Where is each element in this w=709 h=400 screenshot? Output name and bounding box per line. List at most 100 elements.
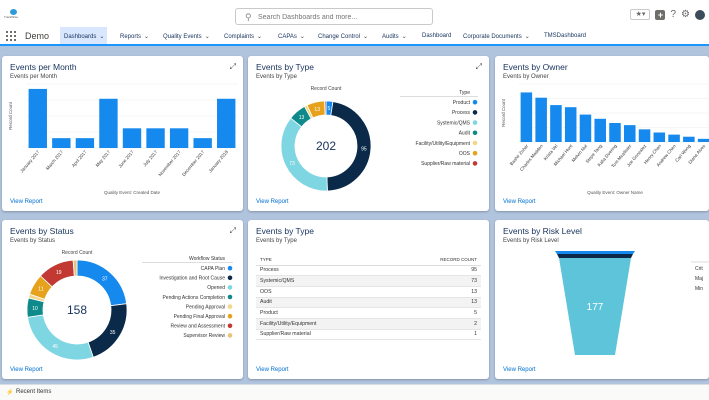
global-search[interactable]: ⚲	[235, 8, 433, 25]
expand-icon[interactable]: ⤢	[229, 62, 236, 71]
search-input[interactable]	[258, 11, 428, 23]
chevron-down-icon[interactable]: ⌄	[144, 34, 150, 40]
bar-6[interactable]	[609, 123, 621, 142]
bar-3[interactable]	[99, 98, 118, 148]
column-header-record-count[interactable]: RECORD COUNT	[390, 254, 481, 266]
bar-2[interactable]	[75, 138, 95, 148]
table-row[interactable]: Supplier/Raw material 1	[256, 329, 481, 341]
legend-label: OOS	[459, 151, 471, 157]
donut-slice-2[interactable]	[27, 314, 94, 361]
chevron-down-icon[interactable]: ⌄	[363, 34, 369, 40]
chevron-down-icon[interactable]: ⌄	[524, 34, 530, 40]
legend-swatch[interactable]	[227, 294, 233, 300]
bar-10[interactable]	[668, 134, 680, 142]
column-header-type[interactable]: TYPE	[256, 254, 391, 266]
legend-swatch[interactable]	[472, 150, 478, 156]
legend-swatch[interactable]	[472, 140, 478, 146]
expand-icon[interactable]: ⤢	[475, 62, 482, 71]
card-title: Events by Owner	[503, 62, 568, 72]
table-row[interactable]: Audit 13	[256, 297, 481, 309]
legend-swatch[interactable]	[472, 120, 478, 125]
legend-swatch[interactable]	[227, 304, 233, 309]
view-report-link[interactable]: View Report	[10, 367, 43, 373]
bar-2[interactable]	[550, 105, 562, 142]
tab-tmsdashboard[interactable]: TMSDashboard	[544, 27, 586, 46]
legend-swatch[interactable]	[472, 99, 478, 105]
bar-7[interactable]	[193, 138, 212, 148]
bar-8[interactable]	[217, 98, 236, 148]
tab-audits[interactable]: Audits ⌄	[382, 27, 407, 46]
app-logo[interactable]: TrackWise	[4, 9, 26, 19]
funnel-band-critical[interactable]	[557, 254, 633, 258]
legend-swatch[interactable]	[472, 110, 478, 115]
view-report-link[interactable]: View Report	[10, 199, 43, 205]
donut-slice-0[interactable]	[76, 259, 128, 307]
funnel-band-top[interactable]	[555, 251, 635, 254]
table-row[interactable]: Facility/Utility/Equipment 2	[256, 318, 481, 330]
bar-1[interactable]	[535, 97, 547, 142]
bar-4[interactable]	[579, 114, 592, 142]
x-tick-label: April 2017	[71, 149, 88, 168]
tab-label: CAPAs	[278, 34, 297, 40]
app-launcher-icon[interactable]	[6, 31, 16, 41]
donut-slice-7[interactable]	[72, 259, 78, 277]
legend-swatch[interactable]	[227, 275, 233, 281]
tab-dashboards[interactable]: Dashboards ⌄	[60, 27, 108, 46]
bar-9[interactable]	[653, 132, 666, 142]
legend-swatch[interactable]	[227, 285, 233, 290]
legend-swatch[interactable]	[472, 130, 478, 136]
avatar[interactable]	[695, 9, 705, 20]
bar-5[interactable]	[146, 128, 165, 148]
donut-slice-2[interactable]	[280, 117, 328, 192]
bar-4[interactable]	[122, 128, 142, 148]
table-row[interactable]: Systemic/QMS 73	[256, 275, 481, 287]
donut-slice-1[interactable]	[87, 303, 128, 358]
bar-12[interactable]	[697, 138, 709, 142]
legend-title: Workflow Status	[189, 256, 226, 262]
funnel-value: 177	[587, 302, 604, 313]
plus-icon[interactable]: +	[655, 9, 666, 20]
bar-0[interactable]	[520, 92, 533, 142]
view-report-link[interactable]: View Report	[256, 199, 289, 205]
chevron-down-icon[interactable]: ⌄	[257, 34, 263, 40]
question-icon[interactable]: ?	[670, 9, 677, 20]
recent-items-button[interactable]: Recent Items	[16, 389, 52, 395]
bar-7[interactable]	[624, 125, 636, 142]
table-row[interactable]: Process 95	[256, 265, 481, 277]
tab-reports[interactable]: Reports ⌄	[120, 27, 149, 46]
chevron-down-icon[interactable]: ⌄	[204, 34, 210, 40]
table-header-row: TYPE RECORD COUNT	[256, 254, 481, 266]
legend-swatch[interactable]	[227, 313, 233, 319]
expand-icon[interactable]: ⤢	[229, 226, 236, 235]
donut-slice-6[interactable]	[324, 100, 327, 116]
table-row[interactable]: Product 5	[256, 307, 481, 319]
star-icon[interactable]: ★▾	[630, 9, 651, 20]
legend-swatch[interactable]	[227, 323, 233, 329]
bar-3[interactable]	[564, 107, 577, 142]
gear-icon[interactable]: ⚙	[681, 9, 690, 20]
chevron-down-icon[interactable]: ⌄	[99, 34, 105, 40]
bar-8[interactable]	[638, 129, 651, 142]
bar-0[interactable]	[28, 88, 47, 148]
bar-5[interactable]	[594, 118, 606, 142]
chevron-down-icon[interactable]: ⌄	[401, 34, 407, 40]
legend-swatch[interactable]	[472, 161, 478, 166]
cell-type: Product	[256, 307, 391, 319]
legend-swatch[interactable]	[227, 265, 233, 271]
table-row[interactable]: OOS 13	[256, 286, 481, 298]
funnel-band-minor[interactable]	[559, 258, 631, 355]
tab-quality-events[interactable]: Quality Events ⌄	[163, 27, 210, 46]
chevron-down-icon[interactable]: ⌄	[299, 34, 305, 40]
bar-11[interactable]	[683, 136, 695, 142]
view-report-link[interactable]: View Report	[503, 367, 536, 373]
tab-corporate-documents[interactable]: Corporate Documents ⌄	[463, 27, 530, 46]
tab-change-control[interactable]: Change Control ⌄	[318, 27, 368, 46]
legend-swatch[interactable]	[227, 333, 233, 338]
tab-capas[interactable]: CAPAs ⌄	[278, 27, 305, 46]
view-report-link[interactable]: View Report	[503, 199, 536, 205]
tab-dashboard[interactable]: Dashboard	[422, 27, 451, 46]
bar-6[interactable]	[169, 128, 189, 148]
view-report-link[interactable]: View Report	[256, 367, 289, 373]
bar-1[interactable]	[52, 138, 71, 148]
tab-complaints[interactable]: Complaints ⌄	[224, 27, 262, 46]
